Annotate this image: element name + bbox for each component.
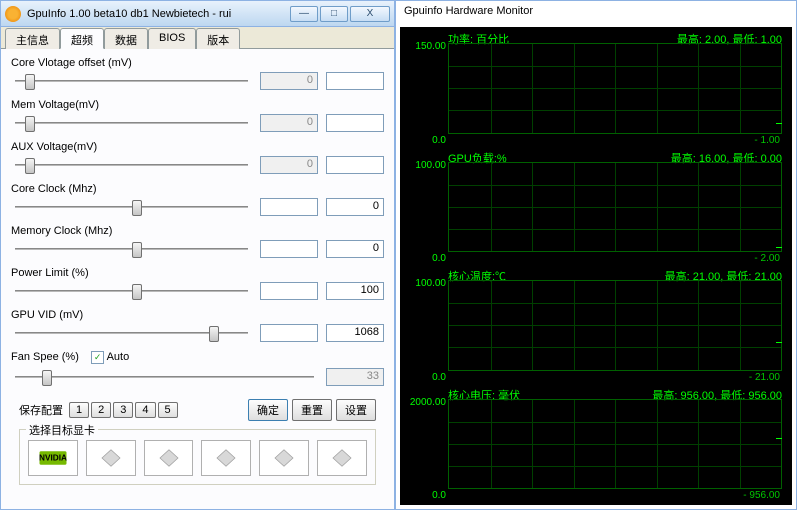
axis-max: 100.00 [406,278,446,289]
tab-2[interactable]: 数据 [104,28,148,49]
slider-row-5: Power Limit (%) 100 [11,267,384,301]
axis-min: 0.0 [406,253,446,264]
axis-min: 0.0 [406,372,446,383]
slider-label: Core Vlotage offset (mV) [11,57,384,69]
slider-row-3: Core Clock (Mhz) 0 [11,183,384,217]
slider-value-1[interactable] [260,282,318,300]
chart-3: 核心电压: 毫伏最高: 956.00, 最低: 956.002000.000.0… [406,387,786,502]
config-slot-2[interactable]: 2 [91,402,111,418]
left-panel: GpuInfo 1.00 beta10 db1 Newbietech - rui… [0,0,395,510]
axis-max: 100.00 [406,160,446,171]
gpu-card-0[interactable]: NVIDIA [28,440,78,476]
gpu-select-group: 选择目标显卡 NVIDIA [19,429,376,485]
tab-1[interactable]: 超频 [60,28,104,49]
slider-track[interactable] [11,281,252,301]
slider-value-1[interactable]: 0 [260,114,318,132]
chart-current: - 21.00 [749,372,780,383]
slider-label: Memory Clock (Mhz) [11,225,384,237]
gpu-select-legend: 选择目标显卡 [26,422,98,438]
save-config-label: 保存配置 [19,402,63,418]
monitor-title: Gpuinfo Hardware Monitor [396,1,796,27]
slider-row-4: Memory Clock (Mhz) 0 [11,225,384,259]
fan-auto-label: Auto [107,351,130,363]
slider-track[interactable] [11,239,252,259]
window-title: GpuInfo 1.00 beta10 db1 Newbietech - rui [27,8,284,20]
config-slot-4[interactable]: 4 [135,402,155,418]
slider-value-1[interactable] [260,198,318,216]
tab-3[interactable]: BIOS [148,28,196,49]
slider-value-2[interactable] [326,72,384,90]
chart-0: 功率: 百分比最高: 2.00, 最低: 1.00150.000.0- 1.00 [406,31,786,146]
slider-value-2[interactable]: 0 [326,198,384,216]
slider-row-2: AUX Voltage(mV) 0 [11,141,384,175]
slider-track[interactable] [11,323,252,343]
slider-value-2[interactable]: 0 [326,240,384,258]
slider-label: Power Limit (%) [11,267,384,279]
slider-value-1[interactable]: 0 [260,72,318,90]
slider-track[interactable] [11,113,252,133]
ok-button[interactable]: 确定 [248,399,288,421]
slider-row-6: GPU VID (mV) 1068 [11,309,384,343]
config-slot-5[interactable]: 5 [158,402,178,418]
slider-track[interactable] [11,197,252,217]
slider-value-2[interactable]: 100 [326,282,384,300]
fan-slider[interactable] [11,367,318,387]
slider-label: Mem Voltage(mV) [11,99,384,111]
config-slot-1[interactable]: 1 [69,402,89,418]
gpu-card-1[interactable] [86,440,136,476]
app-icon [5,6,21,22]
slider-row-0: Core Vlotage offset (mV) 0 [11,57,384,91]
tab-4[interactable]: 版本 [196,28,240,49]
gpu-card-3[interactable] [201,440,251,476]
axis-max: 150.00 [406,41,446,52]
settings-button[interactable]: 设置 [336,399,376,421]
fan-label: Fan Spee (%) [11,351,79,363]
titlebar[interactable]: GpuInfo 1.00 beta10 db1 Newbietech - rui… [1,1,394,27]
slider-row-1: Mem Voltage(mV) 0 [11,99,384,133]
slider-value-1[interactable] [260,324,318,342]
chart-2: 核心温度:℃最高: 21.00, 最低: 21.00100.000.0- 21.… [406,268,786,383]
slider-label: AUX Voltage(mV) [11,141,384,153]
slider-label: GPU VID (mV) [11,309,384,321]
chart-current: - 1.00 [754,135,780,146]
tab-content-overclock: Core Vlotage offset (mV)0Mem Voltage(mV)… [1,49,394,509]
tab-bar: 主信息超频数据BIOS版本 [1,27,394,49]
slider-value-1[interactable] [260,240,318,258]
slider-value-2[interactable] [326,156,384,174]
axis-min: 0.0 [406,490,446,501]
tab-0[interactable]: 主信息 [5,28,60,49]
slider-value-2[interactable]: 1068 [326,324,384,342]
svg-text:NVIDIA: NVIDIA [39,453,67,462]
bottom-bar: 保存配置 12345 确定 重置 设置 [11,395,384,425]
maximize-button[interactable]: □ [320,6,348,22]
reset-button[interactable]: 重置 [292,399,332,421]
slider-value-1[interactable]: 0 [260,156,318,174]
gpu-card-2[interactable] [144,440,194,476]
config-slot-3[interactable]: 3 [113,402,133,418]
gpu-card-5[interactable] [317,440,367,476]
chart-current: - 2.00 [754,253,780,264]
axis-min: 0.0 [406,135,446,146]
slider-track[interactable] [11,155,252,175]
slider-label: Core Clock (Mhz) [11,183,384,195]
monitor-area: 功率: 百分比最高: 2.00, 最低: 1.00150.000.0- 1.00… [400,27,792,505]
fan-value: 33 [326,368,384,386]
right-panel: Gpuinfo Hardware Monitor 功率: 百分比最高: 2.00… [395,0,797,510]
chart-1: GPU负载:%最高: 16.00, 最低: 0.00100.000.0- 2.0… [406,150,786,265]
fan-row: Fan Spee (%) ✓ Auto 33 [11,351,384,387]
slider-value-2[interactable] [326,114,384,132]
axis-max: 2000.00 [406,397,446,408]
slider-track[interactable] [11,71,252,91]
gpu-card-4[interactable] [259,440,309,476]
chart-current: - 956.00 [743,490,780,501]
close-button[interactable]: X [350,6,390,22]
fan-auto-checkbox[interactable]: ✓ [91,351,104,364]
minimize-button[interactable]: — [290,6,318,22]
